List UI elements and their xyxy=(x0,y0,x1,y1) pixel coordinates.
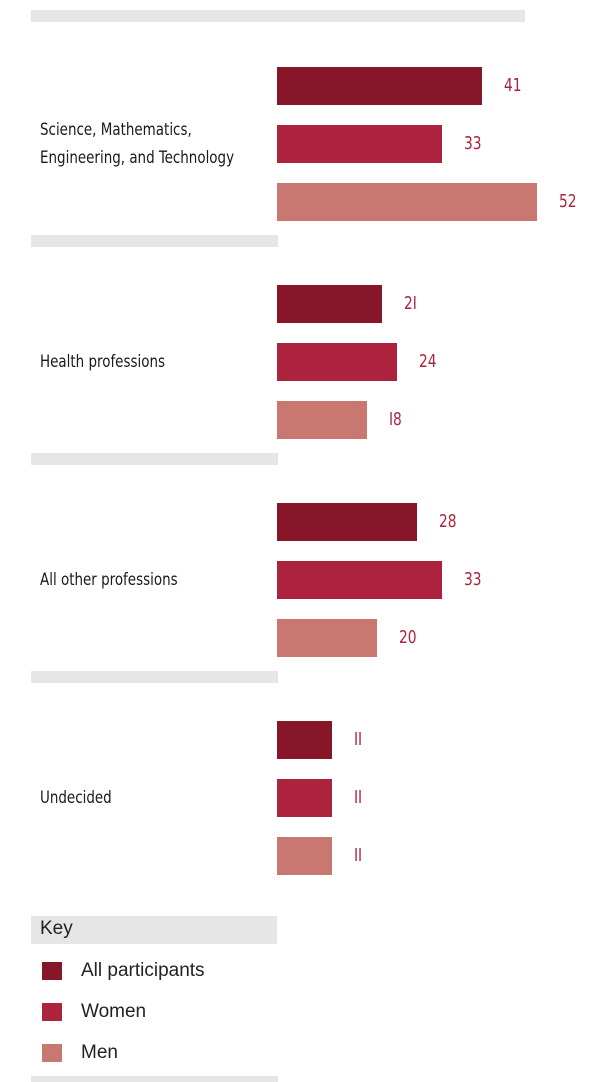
value-label-science-mathematics-engineering-and-technology-all-participants: 41 xyxy=(504,75,522,96)
bottom-divider xyxy=(31,1076,278,1082)
value-label-all-other-professions-all-participants: 28 xyxy=(439,511,457,532)
value-label-undecided-men: II xyxy=(354,845,363,866)
value-label-undecided-women: II xyxy=(354,787,363,808)
bar-undecided-all-participants xyxy=(277,721,332,759)
bar-health-professions-all-participants xyxy=(277,285,382,323)
category-label-undecided: Undecided xyxy=(40,788,112,808)
bar-all-other-professions-all-participants xyxy=(277,503,417,541)
value-label-undecided-all-participants: II xyxy=(354,729,363,750)
category-label-science-mathematics-engineering-and-technology-line-2: Engineering, and Technology xyxy=(40,148,235,168)
bar-science-mathematics-engineering-and-technology-women xyxy=(277,125,442,163)
key-header: Key xyxy=(31,916,277,944)
top-divider xyxy=(31,10,525,22)
category-divider xyxy=(31,671,278,683)
key-swatch-men xyxy=(42,1044,62,1062)
value-label-science-mathematics-engineering-and-technology-men: 52 xyxy=(559,191,577,212)
key-label-all-participants: All participants xyxy=(81,960,205,981)
key-title: Key xyxy=(40,918,73,939)
category-label-science-mathematics-engineering-and-technology-line-1: Science, Mathematics, xyxy=(40,120,192,140)
value-label-health-professions-all-participants: 2I xyxy=(404,293,417,314)
value-label-all-other-professions-men: 20 xyxy=(399,627,417,648)
bar-science-mathematics-engineering-and-technology-all-participants xyxy=(277,67,482,105)
category-divider xyxy=(31,235,278,247)
category-label-health-professions: Health professions xyxy=(40,352,166,372)
key-label-men: Men xyxy=(81,1042,118,1063)
bar-science-mathematics-engineering-and-technology-men xyxy=(277,183,537,221)
bar-undecided-men xyxy=(277,837,332,875)
bar-all-other-professions-women xyxy=(277,561,442,599)
value-label-health-professions-women: 24 xyxy=(419,351,437,372)
key-label-women: Women xyxy=(81,1001,147,1022)
bar-health-professions-men xyxy=(277,401,367,439)
category-label-all-other-professions: All other professions xyxy=(40,570,178,590)
category-divider xyxy=(31,453,278,465)
bar-health-professions-women xyxy=(277,343,397,381)
key-swatch-women xyxy=(42,1003,62,1021)
value-label-science-mathematics-engineering-and-technology-women: 33 xyxy=(464,133,482,154)
bar-undecided-women xyxy=(277,779,332,817)
value-label-all-other-professions-women: 33 xyxy=(464,569,482,590)
bar-all-other-professions-men xyxy=(277,619,377,657)
value-label-health-professions-men: I8 xyxy=(389,409,402,430)
key-swatch-all-participants xyxy=(42,962,62,980)
